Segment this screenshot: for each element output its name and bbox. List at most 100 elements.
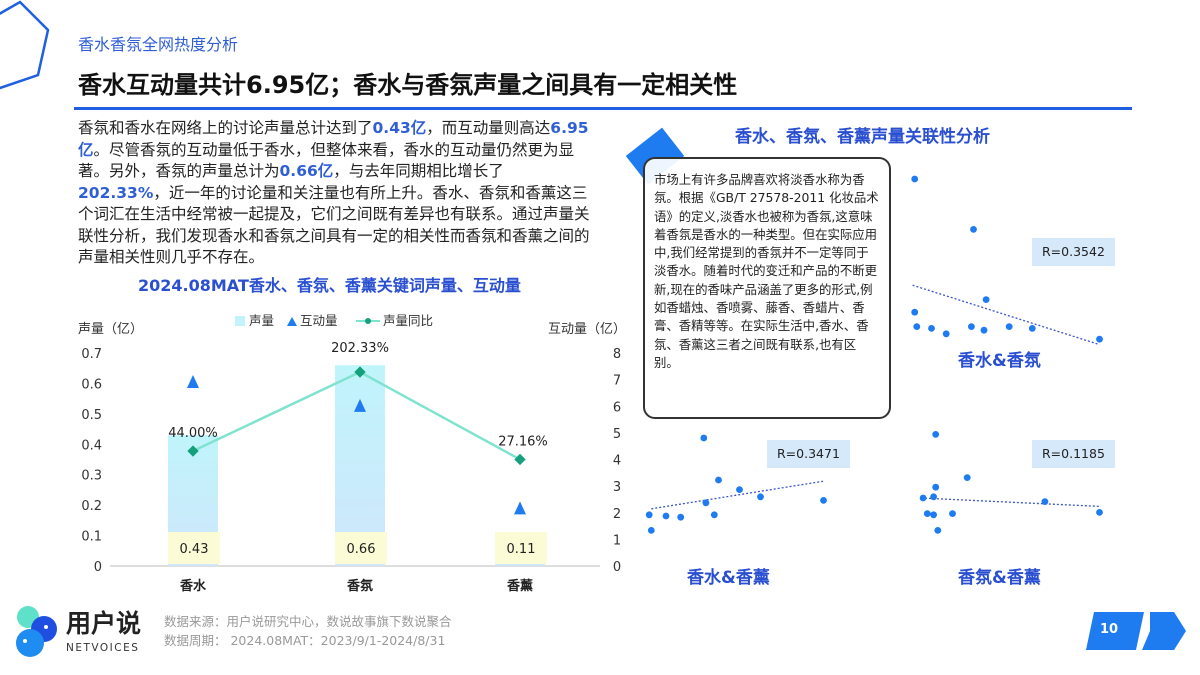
left-tick-label: 0: [94, 560, 102, 575]
trend-line: [912, 284, 1100, 346]
bar-value-label: 0.66: [347, 542, 376, 557]
page-number: 10: [1100, 622, 1119, 637]
scatter-point: [677, 513, 685, 521]
yoy-marker: [514, 453, 526, 466]
scatter-point: [970, 226, 977, 233]
scatter-point: [932, 483, 940, 491]
right-tick-label: 8: [613, 347, 621, 362]
right-axis-title: 互动量（亿）: [548, 322, 626, 337]
scatter-point: [736, 486, 743, 493]
legend-bar-swatch: [235, 316, 245, 326]
text: ，而互动量则高达: [426, 119, 551, 137]
trend-line: [920, 497, 1100, 508]
highlight-value: 0.43亿: [372, 119, 427, 137]
scatter-point: [911, 308, 919, 316]
scatter-point: [757, 493, 764, 501]
scatter-point: [911, 175, 919, 183]
yoy-label: 27.16%: [498, 434, 548, 449]
left-tick-label: 0.6: [81, 377, 102, 392]
scatter-point: [662, 512, 670, 520]
scatter-point: [968, 323, 975, 330]
panel-label: 香水&香薰: [687, 568, 770, 588]
scatter-point: [647, 527, 655, 534]
yoy-label: 202.33%: [331, 341, 389, 356]
scatter-point: [963, 474, 971, 481]
legend-label: 声量: [249, 313, 274, 328]
right-tick-label: 1: [613, 533, 621, 548]
section-kicker: 香水香氛全网热度分析: [78, 35, 239, 54]
scatter-point: [700, 434, 708, 442]
x-tick-label: 香水: [179, 578, 207, 594]
bar-chart-title: 2024.08MAT香水、香氛、香薰关键词声量、互动量: [138, 276, 521, 295]
r-value-box: R=0.3542: [1032, 238, 1115, 266]
summary-paragraph: 香氛和香水在网络上的讨论声量总计达到了0.43亿，而互动量则高达6.95亿。尽管…: [78, 118, 593, 269]
bar-value-label: 0.11: [507, 542, 536, 557]
scatter-point: [1028, 325, 1036, 332]
text: ，近一年的讨论量和关注量也有所上升。香水、香氛和香薰这三个词汇在生活中经常被一起…: [78, 183, 590, 267]
highlight-value: 202.33%: [78, 183, 154, 202]
bar-label-box: [168, 532, 220, 564]
left-tick-label: 0.2: [81, 499, 102, 514]
text: 。尽管香氛的互动量低于香水，但整体来看，香水的互动量仍然更为显著。另外，香氛的声…: [78, 140, 575, 181]
r-value-box: R=0.1185: [1032, 440, 1115, 468]
yoy-marker: [354, 366, 366, 378]
left-axis-title: 声量（亿）: [78, 322, 143, 337]
panel-label: 香氛&香薰: [958, 568, 1041, 588]
left-tick-label: 0.4: [81, 438, 102, 453]
scatter-point: [1041, 498, 1049, 505]
data-source: 数据来源：用户说研究中心，数说故事旗下数说聚合 数据周期： 2024.08MAT…: [164, 612, 452, 650]
scatter-point: [923, 510, 931, 517]
x-tick-label: 香氛: [346, 578, 373, 594]
logo-text: 用户说: [66, 609, 142, 638]
right-tick-label: 5: [613, 427, 621, 442]
scatter-point: [980, 326, 988, 334]
legend-label: 互动量: [300, 313, 338, 328]
right-tick-label: 2: [613, 507, 621, 522]
scatter-point: [919, 494, 927, 502]
legend-triangle-icon: [287, 317, 297, 326]
highlight-value: 0.66亿: [279, 162, 334, 180]
left-tick-label: 0.1: [81, 530, 102, 545]
title-divider: [74, 107, 1132, 110]
bar-label-box: [495, 532, 547, 564]
interaction-triangle: [187, 374, 199, 388]
scatter-point: [645, 511, 653, 519]
scatter-point: [715, 476, 722, 484]
source-line: 数据来源：用户说研究中心，数说故事旗下数说聚合: [164, 614, 452, 629]
text: ，与去年同期相比增长了: [333, 162, 504, 180]
legend-label: 声量同比: [383, 313, 433, 328]
bar-label-box: [335, 532, 387, 564]
text: 香氛和香水在网络上的讨论声量总计达到了: [78, 119, 373, 137]
scatter-point: [820, 497, 827, 504]
scatter-point: [1096, 335, 1103, 343]
left-tick-label: 0.5: [81, 408, 102, 423]
legend-marker-icon: [365, 318, 371, 324]
scatter-point: [928, 325, 935, 332]
scatter-point: [930, 511, 937, 519]
bar-value-label: 0.43: [180, 542, 209, 557]
trend-line: [651, 480, 824, 510]
page-title: 香水互动量共计6.95亿；香水与香氛声量之间具有一定相关性: [78, 71, 738, 99]
interaction-triangle: [514, 501, 526, 515]
right-tick-label: 6: [613, 400, 621, 415]
right-tick-label: 7: [613, 374, 621, 389]
panel-label: 香水&香氛: [958, 351, 1041, 371]
scatter-point: [982, 296, 990, 303]
logo-subtext: NETVOICES: [66, 642, 140, 654]
scatter-point: [1005, 323, 1013, 330]
interaction-triangle: [354, 398, 366, 412]
r-value-box: R=0.3471: [767, 440, 850, 468]
scatter-point: [942, 330, 950, 338]
logo-icon: [16, 606, 57, 657]
scatter-point: [949, 510, 956, 517]
hexagon-decoration-icon: [0, 0, 50, 90]
right-tick-label: 4: [613, 454, 621, 469]
left-tick-label: 0.7: [81, 347, 102, 362]
scatter-chart-title: 香水、香氛、香薰声量关联性分析: [735, 127, 990, 147]
right-tick-label: 3: [613, 480, 621, 495]
scatter-point: [702, 499, 710, 507]
scatter-point: [1096, 509, 1103, 516]
scatter-point: [710, 511, 718, 519]
